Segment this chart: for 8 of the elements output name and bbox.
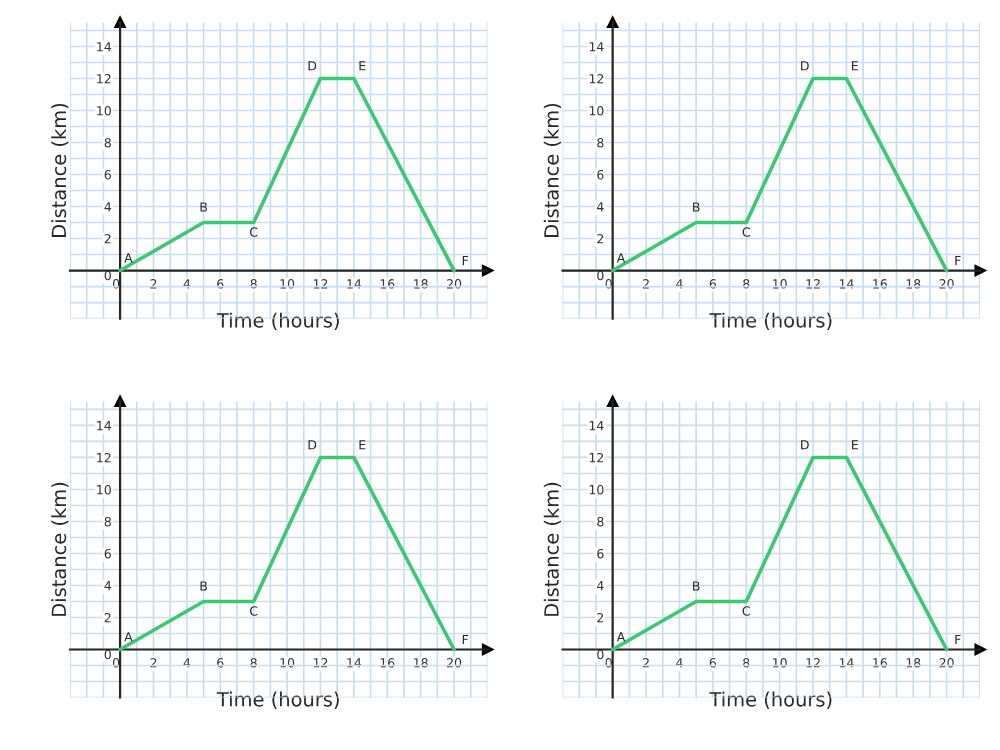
y-axis-title: Distance (km)	[543, 482, 562, 616]
x-axis-title: Time (hours)	[216, 312, 339, 330]
x-axis-title: Time (hours)	[709, 312, 832, 330]
x-axis-title: Time (hours)	[216, 691, 339, 709]
y-axis-title: Distance (km)	[51, 103, 69, 237]
x-axis-title: Time (hours)	[709, 691, 832, 709]
y-axis-title: Distance (km)	[543, 103, 562, 237]
y-axis-title: Distance (km)	[51, 482, 69, 616]
